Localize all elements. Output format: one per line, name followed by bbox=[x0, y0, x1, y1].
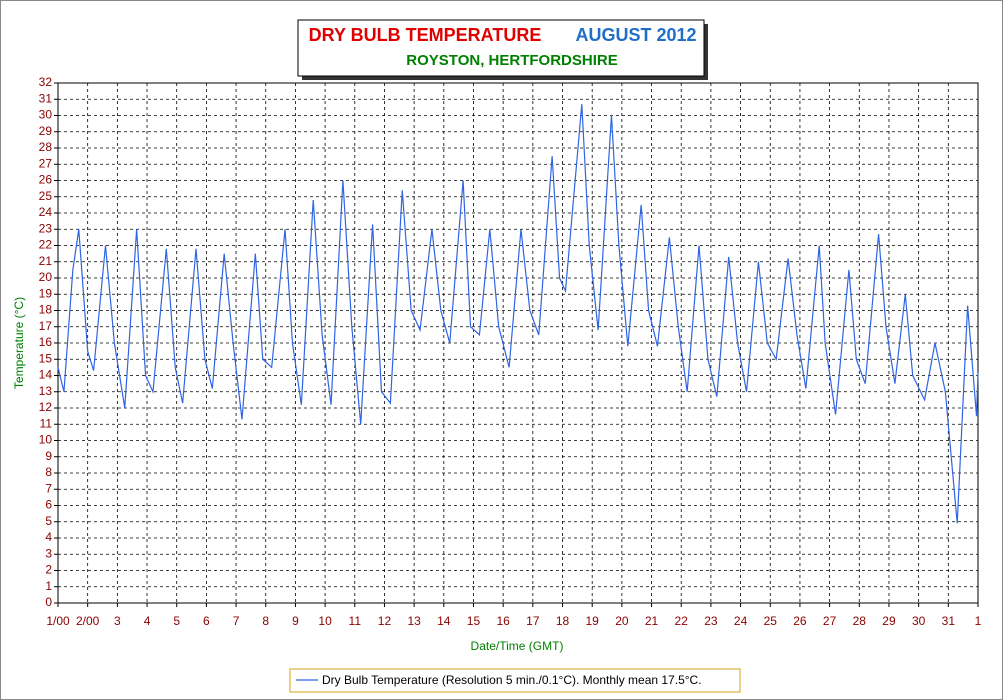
x-tick-label: 3 bbox=[114, 614, 121, 628]
x-tick-label: 6 bbox=[203, 614, 210, 628]
x-tick-label: 14 bbox=[437, 614, 451, 628]
y-tick-label: 31 bbox=[39, 91, 53, 105]
y-tick-label: 11 bbox=[40, 416, 53, 430]
x-tick-label: 26 bbox=[793, 614, 807, 628]
y-tick-label: 1 bbox=[45, 579, 52, 593]
x-tick-label: 4 bbox=[144, 614, 151, 628]
x-tick-label: 7 bbox=[233, 614, 240, 628]
y-tick-label: 10 bbox=[39, 433, 53, 447]
y-tick-label: 14 bbox=[39, 368, 53, 382]
y-tick-label: 16 bbox=[39, 335, 53, 349]
data-line bbox=[57, 104, 979, 524]
x-tick-label: 5 bbox=[173, 614, 180, 628]
x-tick-label: 20 bbox=[615, 614, 629, 628]
x-tick-label: 23 bbox=[704, 614, 718, 628]
y-tick-label: 23 bbox=[39, 221, 53, 235]
y-tick-label: 22 bbox=[39, 238, 53, 252]
y-tick-label: 21 bbox=[39, 254, 53, 268]
x-tick-label: 29 bbox=[882, 614, 896, 628]
x-tick-label: 1 bbox=[975, 614, 982, 628]
legend-label: Dry Bulb Temperature (Resolution 5 min./… bbox=[322, 673, 702, 687]
x-tick-label: 8 bbox=[262, 614, 269, 628]
y-tick-label: 5 bbox=[45, 514, 52, 528]
title-box bbox=[297, 19, 705, 77]
x-tick-label: 17 bbox=[526, 614, 540, 628]
x-tick-label: 31 bbox=[942, 614, 956, 628]
y-tick-label: 6 bbox=[45, 498, 52, 512]
x-tick-label: 30 bbox=[912, 614, 926, 628]
y-tick-label: 24 bbox=[39, 205, 53, 219]
x-tick-label: 27 bbox=[823, 614, 837, 628]
legend-box bbox=[289, 668, 741, 693]
y-tick-label: 15 bbox=[39, 351, 53, 365]
x-tick-label: 12 bbox=[378, 614, 392, 628]
y-tick-label: 25 bbox=[39, 189, 53, 203]
x-axis-label: Date/Time (GMT) bbox=[471, 639, 564, 653]
x-tick-label: 28 bbox=[853, 614, 867, 628]
y-tick-label: 18 bbox=[39, 303, 53, 317]
x-tick-label: 18 bbox=[556, 614, 570, 628]
x-tick-label: 9 bbox=[292, 614, 299, 628]
y-tick-label: 9 bbox=[45, 449, 52, 463]
y-tick-label: 3 bbox=[45, 546, 52, 560]
x-tick-label: 2/00 bbox=[76, 614, 100, 628]
x-tick-label: 13 bbox=[407, 614, 421, 628]
x-tick-label: 15 bbox=[467, 614, 481, 628]
x-tick-label: 10 bbox=[318, 614, 332, 628]
x-tick-label: 24 bbox=[734, 614, 748, 628]
y-tick-label: 7 bbox=[45, 481, 52, 495]
y-tick-label: 2 bbox=[45, 563, 52, 577]
y-tick-label: 32 bbox=[39, 75, 53, 89]
y-tick-label: 28 bbox=[39, 140, 53, 154]
y-tick-label: 17 bbox=[39, 319, 53, 333]
x-tick-label: 25 bbox=[764, 614, 778, 628]
x-tick-label: 19 bbox=[586, 614, 600, 628]
y-tick-label: 12 bbox=[39, 400, 53, 414]
y-tick-label: 13 bbox=[39, 384, 53, 398]
x-tick-label: 16 bbox=[496, 614, 510, 628]
y-tick-label: 30 bbox=[39, 108, 53, 122]
y-tick-label: 8 bbox=[45, 465, 52, 479]
y-tick-label: 29 bbox=[39, 124, 53, 138]
x-tick-label: 1/00 bbox=[46, 614, 70, 628]
chart-subtitle: ROYSTON, HERTFORDSHIRE bbox=[406, 52, 617, 69]
y-tick-label: 26 bbox=[39, 173, 53, 187]
x-tick-label: 21 bbox=[645, 614, 659, 628]
y-tick-label: 19 bbox=[39, 286, 53, 300]
y-tick-label: 20 bbox=[39, 270, 53, 284]
chart-title-date: AUGUST 2012 bbox=[575, 25, 696, 45]
y-axis-label: Temperature (°C) bbox=[12, 297, 26, 389]
chart-title: DRY BULB TEMPERATURE bbox=[309, 25, 542, 45]
y-tick-label: 27 bbox=[39, 156, 53, 170]
y-tick-label: 4 bbox=[45, 530, 52, 544]
x-tick-label: 11 bbox=[349, 614, 362, 628]
x-tick-label: 22 bbox=[675, 614, 689, 628]
y-tick-label: 0 bbox=[45, 595, 52, 609]
